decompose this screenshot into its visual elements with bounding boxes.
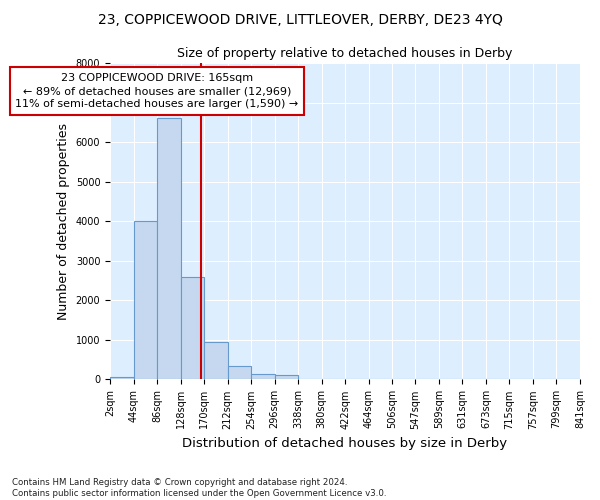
- Text: 23 COPPICEWOOD DRIVE: 165sqm
← 89% of detached houses are smaller (12,969)
11% o: 23 COPPICEWOOD DRIVE: 165sqm ← 89% of de…: [16, 73, 299, 110]
- Bar: [227, 366, 251, 380]
- Bar: [275, 376, 298, 380]
- Bar: [157, 118, 181, 380]
- Bar: [181, 276, 204, 380]
- Y-axis label: Number of detached properties: Number of detached properties: [57, 122, 70, 320]
- Bar: [204, 342, 227, 380]
- Bar: [134, 221, 157, 380]
- Bar: [110, 377, 134, 380]
- Text: Contains HM Land Registry data © Crown copyright and database right 2024.
Contai: Contains HM Land Registry data © Crown c…: [12, 478, 386, 498]
- Bar: [251, 374, 275, 380]
- Text: 23, COPPICEWOOD DRIVE, LITTLEOVER, DERBY, DE23 4YQ: 23, COPPICEWOOD DRIVE, LITTLEOVER, DERBY…: [98, 12, 502, 26]
- X-axis label: Distribution of detached houses by size in Derby: Distribution of detached houses by size …: [182, 437, 508, 450]
- Title: Size of property relative to detached houses in Derby: Size of property relative to detached ho…: [178, 48, 513, 60]
